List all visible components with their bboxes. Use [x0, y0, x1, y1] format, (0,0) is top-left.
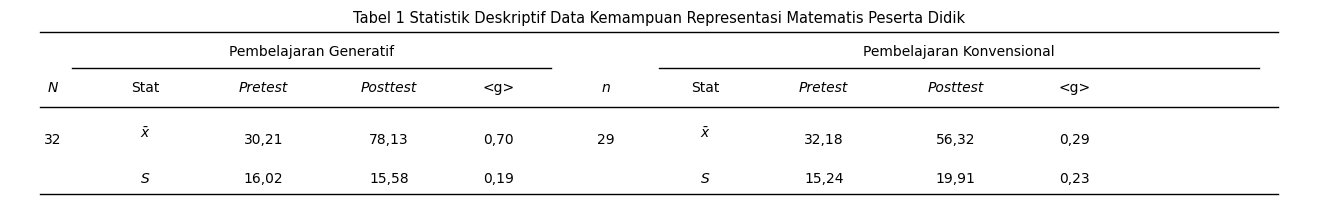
Text: 0,29: 0,29 [1058, 133, 1090, 147]
Text: $\bar{x}$: $\bar{x}$ [140, 126, 150, 141]
Text: Posttest: Posttest [928, 81, 983, 95]
Text: 30,21: 30,21 [244, 133, 283, 147]
Text: Pretest: Pretest [799, 81, 849, 95]
Text: <g>: <g> [482, 81, 514, 95]
Text: 32: 32 [43, 133, 62, 147]
Text: Pretest: Pretest [239, 81, 289, 95]
Text: 0,23: 0,23 [1058, 172, 1090, 186]
Text: Pembelajaran Generatif: Pembelajaran Generatif [229, 46, 394, 59]
Text: 19,91: 19,91 [936, 172, 975, 186]
Text: 15,24: 15,24 [804, 172, 844, 186]
Text: 0,70: 0,70 [482, 133, 514, 147]
Text: $\bar{x}$: $\bar{x}$ [700, 126, 710, 141]
Text: 29: 29 [597, 133, 616, 147]
Text: 15,58: 15,58 [369, 172, 409, 186]
Text: S: S [141, 172, 149, 186]
Text: Stat: Stat [691, 81, 720, 95]
Text: S: S [701, 172, 709, 186]
Text: 32,18: 32,18 [804, 133, 844, 147]
Text: Tabel 1 Statistik Deskriptif Data Kemampuan Representasi Matematis Peserta Didik: Tabel 1 Statistik Deskriptif Data Kemamp… [353, 11, 965, 26]
Text: Posttest: Posttest [361, 81, 416, 95]
Text: <g>: <g> [1058, 81, 1090, 95]
Text: 16,02: 16,02 [244, 172, 283, 186]
Text: 78,13: 78,13 [369, 133, 409, 147]
Text: 56,32: 56,32 [936, 133, 975, 147]
Text: N: N [47, 81, 58, 95]
Text: n: n [602, 81, 610, 95]
Text: 0,19: 0,19 [482, 172, 514, 186]
Text: Pembelajaran Konvensional: Pembelajaran Konvensional [863, 46, 1054, 59]
Text: Stat: Stat [130, 81, 159, 95]
